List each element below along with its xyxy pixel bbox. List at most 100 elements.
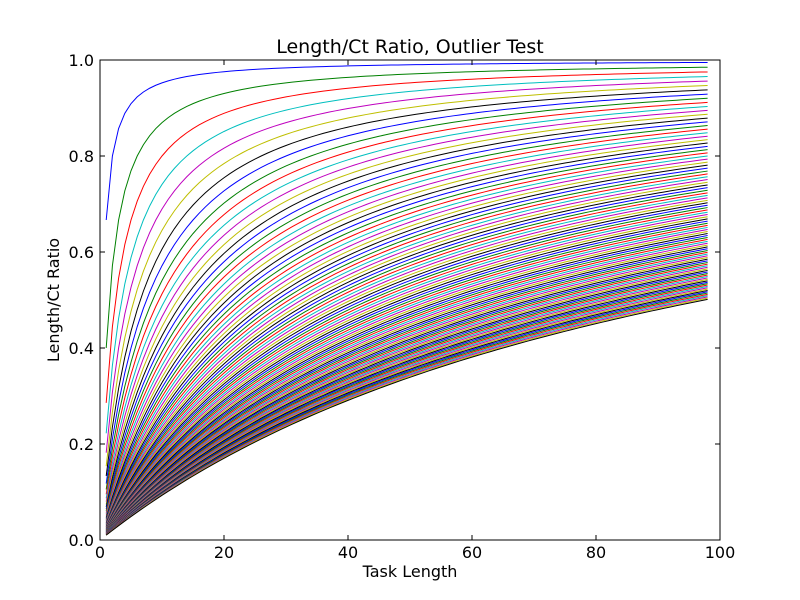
series-line [105,192,708,528]
series-line [105,101,708,495]
series-line [105,226,708,532]
series-line [105,85,708,467]
series-line [105,251,708,534]
series-line [105,176,708,526]
series-line [105,253,708,534]
series-line [105,139,708,517]
series-line [105,184,708,527]
series-line [105,202,708,529]
series-line [105,236,708,533]
series-line [105,220,708,531]
series-line [105,152,708,521]
series-line [105,269,708,535]
series-line [105,199,708,529]
plot-lines [105,61,708,536]
series-line [105,105,708,499]
series-line [105,218,708,531]
series-line [105,128,708,513]
series-line [105,296,708,536]
series-line [105,213,708,531]
series-line [105,142,708,518]
y-tick-label: 0.4 [69,339,94,358]
series-line [105,132,708,515]
series-line [105,109,708,502]
series-line [105,244,708,533]
series-line [105,164,708,524]
series-line [105,76,708,434]
series-line [105,250,708,533]
tick-labels: 0 20 40 60 80 100 0.0 0.2 0.4 0.6 0.8 1.0 [69,51,736,562]
series-line [105,295,708,536]
y-tick-label: 1.0 [69,51,94,70]
series-line [105,293,708,536]
series-line [105,181,708,527]
series-line [105,71,708,403]
series-line [105,260,708,534]
series-line [105,274,708,535]
series-line [105,61,708,221]
series-line [105,280,708,535]
series-line [105,224,708,532]
series-line [105,265,708,534]
series-line [105,97,708,490]
x-tick-label: 20 [214,543,234,562]
series-line [105,149,708,520]
x-tick-label: 0 [95,543,105,562]
series-line [105,287,708,536]
series-line [105,229,708,532]
x-tick-label: 40 [338,543,358,562]
series-line [105,242,708,533]
series-line [105,261,708,534]
series-line [105,170,708,525]
y-tick-label: 0.6 [69,243,94,262]
series-line [105,179,708,526]
series-line [105,211,708,530]
series-line [105,266,708,534]
series-line [105,173,708,525]
series-line [105,288,708,536]
series-line [105,248,708,533]
x-tick-label: 100 [705,543,736,562]
series-line [105,291,708,536]
x-tick-label: 60 [462,543,482,562]
y-tick-label: 0.0 [69,531,94,550]
series-line [105,275,708,535]
x-tick-label: 80 [586,543,606,562]
series-line [105,189,708,528]
series-line [105,297,708,536]
series-line [105,255,708,534]
series-line [105,113,708,505]
series-line [105,238,708,533]
series-line [105,231,708,532]
series-line [105,89,708,477]
y-tick-label: 0.8 [69,147,94,166]
series-line [105,155,708,522]
series-line [105,204,708,530]
series-line [105,263,708,534]
series-line [105,117,708,508]
series-line [105,135,708,516]
chart-title: Length/Ct Ratio, Outlier Test [276,36,544,58]
series-line [105,277,708,535]
series-line [105,222,708,531]
series-line [105,258,708,534]
series-line [105,272,708,535]
series-line [105,235,708,532]
y-axis-title: Length/Ct Ratio [44,238,63,362]
series-line [105,209,708,530]
series-line [105,281,708,535]
series-line [105,292,708,536]
series-line [105,66,708,349]
series-line [105,284,708,535]
series-line [105,207,708,530]
series-line [105,93,708,484]
series-line [105,256,708,534]
series-line [105,268,708,535]
series-line [105,283,708,535]
series-line [105,158,708,523]
series-line [105,187,708,528]
series-line [105,145,708,519]
series-line [105,240,708,533]
y-tick-label: 0.2 [69,435,94,454]
